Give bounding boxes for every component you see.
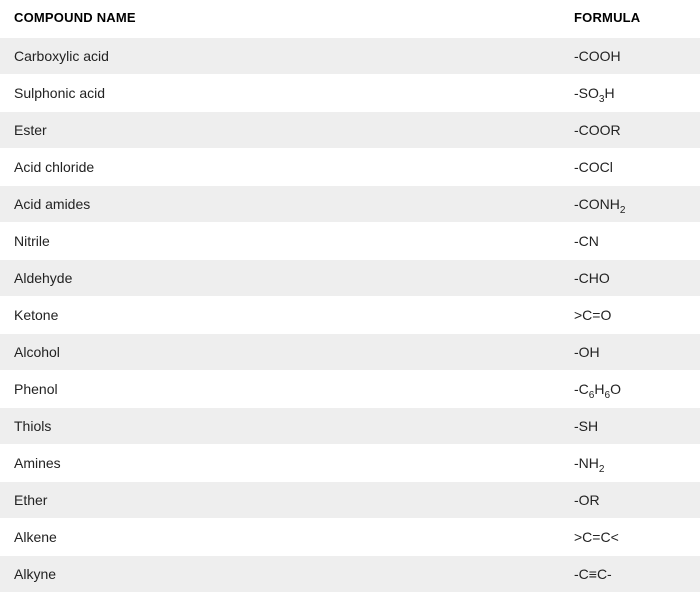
cell-compound-name: Nitrile (0, 223, 560, 260)
cell-formula: -C6H6O (560, 371, 700, 408)
table-row: Thiols-SH (0, 408, 700, 445)
table-row: Alcohol-OH (0, 334, 700, 371)
table-header-row: COMPOUND NAME FORMULA (0, 0, 700, 38)
cell-compound-name: Amines (0, 445, 560, 482)
cell-compound-name: Acid chloride (0, 149, 560, 186)
table-row: Ether-OR (0, 482, 700, 519)
cell-formula: -CONH2 (560, 186, 700, 223)
cell-formula: -SO3H (560, 75, 700, 112)
cell-formula: >C=C< (560, 519, 700, 556)
cell-compound-name: Sulphonic acid (0, 75, 560, 112)
cell-compound-name: Alkene (0, 519, 560, 556)
cell-compound-name: Carboxylic acid (0, 38, 560, 75)
table-row: Acid chloride-COCl (0, 149, 700, 186)
table-row: Ester-COOR (0, 112, 700, 149)
table-row: Sulphonic acid-SO3H (0, 75, 700, 112)
compound-table: COMPOUND NAME FORMULA Carboxylic acid-CO… (0, 0, 700, 592)
table-row: Amines-NH2 (0, 445, 700, 482)
cell-formula: -COOH (560, 38, 700, 75)
cell-formula: -COCl (560, 149, 700, 186)
table-row: Alkyne-C≡C- (0, 556, 700, 593)
cell-compound-name: Ester (0, 112, 560, 149)
cell-formula: -COOR (560, 112, 700, 149)
cell-compound-name: Alkyne (0, 556, 560, 593)
cell-formula: >C=O (560, 297, 700, 334)
cell-formula: -OH (560, 334, 700, 371)
table-row: Phenol-C6H6O (0, 371, 700, 408)
column-header-formula: FORMULA (560, 0, 700, 38)
cell-compound-name: Ether (0, 482, 560, 519)
cell-formula: -CHO (560, 260, 700, 297)
cell-compound-name: Acid amides (0, 186, 560, 223)
column-header-compound-name: COMPOUND NAME (0, 0, 560, 38)
cell-compound-name: Alcohol (0, 334, 560, 371)
table-row: Aldehyde-CHO (0, 260, 700, 297)
cell-formula: -OR (560, 482, 700, 519)
table-body: Carboxylic acid-COOHSulphonic acid-SO3HE… (0, 38, 700, 593)
cell-formula: -C≡C- (560, 556, 700, 593)
cell-compound-name: Aldehyde (0, 260, 560, 297)
cell-compound-name: Thiols (0, 408, 560, 445)
cell-formula: -NH2 (560, 445, 700, 482)
cell-formula: -CN (560, 223, 700, 260)
table-row: Acid amides-CONH2 (0, 186, 700, 223)
cell-compound-name: Ketone (0, 297, 560, 334)
table-row: Carboxylic acid-COOH (0, 38, 700, 75)
cell-formula: -SH (560, 408, 700, 445)
cell-compound-name: Phenol (0, 371, 560, 408)
table-row: Ketone>C=O (0, 297, 700, 334)
table-row: Nitrile-CN (0, 223, 700, 260)
table-row: Alkene>C=C< (0, 519, 700, 556)
